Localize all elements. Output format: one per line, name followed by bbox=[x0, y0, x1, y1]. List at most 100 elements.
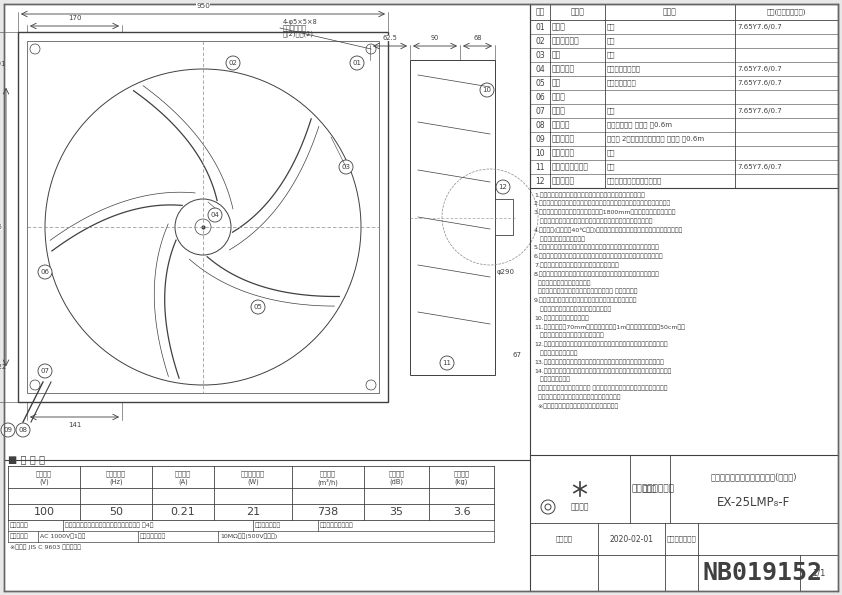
Text: 07: 07 bbox=[536, 107, 545, 115]
Text: 10: 10 bbox=[482, 87, 492, 93]
Text: (dB): (dB) bbox=[390, 479, 403, 486]
Text: 21: 21 bbox=[246, 507, 260, 517]
Text: 62.5: 62.5 bbox=[382, 35, 397, 41]
Text: 調色: 調色 bbox=[607, 24, 616, 30]
Text: 1.この製品は住宅の地本用です。業務用途には使用できません。: 1.この製品は住宅の地本用です。業務用途には使用できません。 bbox=[534, 192, 645, 198]
Text: 04: 04 bbox=[210, 212, 220, 218]
Text: 調色: 調色 bbox=[607, 52, 616, 58]
Circle shape bbox=[480, 83, 494, 97]
Text: パネル: パネル bbox=[552, 23, 566, 32]
Text: 羽根: 羽根 bbox=[552, 79, 562, 87]
Text: 質　　量: 質 量 bbox=[454, 471, 470, 477]
Circle shape bbox=[208, 208, 222, 222]
Text: 定格電流: 定格電流 bbox=[175, 471, 191, 477]
Text: 122: 122 bbox=[0, 364, 6, 370]
Text: ■ 特 性 表: ■ 特 性 表 bbox=[8, 454, 45, 464]
Text: 引きひも: 引きひも bbox=[552, 121, 571, 130]
Bar bbox=[18, 32, 388, 402]
Text: (W): (W) bbox=[247, 479, 258, 486]
Text: 100: 100 bbox=[34, 507, 55, 517]
Text: アルミパンチングフィルター: アルミパンチングフィルター bbox=[607, 178, 663, 184]
Text: 1/1: 1/1 bbox=[813, 568, 826, 578]
Circle shape bbox=[339, 160, 353, 174]
Text: 電動機形式: 電動機形式 bbox=[10, 522, 29, 528]
Text: ・外風でシャッターがばたつく。・換気しない。: ・外風でシャッターがばたつく。・換気しない。 bbox=[534, 394, 621, 400]
Text: 08: 08 bbox=[536, 121, 545, 130]
Text: 90: 90 bbox=[431, 35, 440, 41]
Text: みぞ付渗さく: みぞ付渗さく bbox=[283, 25, 307, 32]
Text: 風　　量: 風 量 bbox=[320, 471, 336, 477]
Circle shape bbox=[440, 356, 454, 370]
Text: 09: 09 bbox=[536, 134, 545, 143]
Text: 12.空気の流れが必要なため換気機の反対側に出入口・窓などがあるところに: 12.空気の流れが必要なため換気機の反対側に出入口・窓などがあるところに bbox=[534, 342, 668, 347]
Text: 06: 06 bbox=[40, 269, 50, 275]
Text: 3.この製品は屋内底付用です。湯面より1800mm以上のメンテナンス可能な: 3.この製品は屋内底付用です。湯面より1800mm以上のメンテナンス可能な bbox=[534, 209, 676, 215]
Text: 67: 67 bbox=[513, 352, 521, 358]
Text: AC 1000V　1分間: AC 1000V 1分間 bbox=[40, 534, 85, 539]
Text: ※仕様は場合により変更することがあります。: ※仕様は場合により変更することがあります。 bbox=[534, 403, 618, 409]
Text: 02: 02 bbox=[228, 60, 237, 66]
Text: 03: 03 bbox=[536, 51, 545, 60]
Text: 専用ウェザーカーバーをご使用ください。: 専用ウェザーカーバーをご使用ください。 bbox=[534, 306, 611, 312]
Text: シャッター形式: シャッター形式 bbox=[255, 522, 281, 528]
Circle shape bbox=[251, 300, 265, 314]
Text: 01: 01 bbox=[353, 60, 361, 66]
Circle shape bbox=[226, 56, 240, 70]
Text: 191: 191 bbox=[0, 61, 6, 67]
Text: (V): (V) bbox=[39, 479, 49, 486]
Text: 11: 11 bbox=[443, 360, 451, 366]
Text: シャッター: シャッター bbox=[552, 149, 575, 158]
Text: (kg): (kg) bbox=[455, 479, 468, 486]
Bar bbox=[27, 41, 379, 393]
Text: 4.高温多湿(室内温度40℃以上)になる場所や辐射熱の当たるおそれのある場所には: 4.高温多湿(室内温度40℃以上)になる場所や辐射熱の当たるおそれのある場所には bbox=[534, 227, 684, 233]
Text: 68: 68 bbox=[473, 35, 482, 41]
Text: 9.雨水の吹込みから等雨水が直接入ることがありますので、: 9.雨水の吹込みから等雨水が直接入ることがありますので、 bbox=[534, 298, 637, 303]
Text: 03: 03 bbox=[342, 164, 350, 170]
Text: 10.ダクト接続はできません。: 10.ダクト接続はできません。 bbox=[534, 315, 589, 321]
Text: 738: 738 bbox=[317, 507, 338, 517]
Text: ・零度地・塊酵地素・食品工場: ・零度地・塊酵地素・食品工場 bbox=[534, 280, 590, 286]
Text: 耶熱性 2素平座ビニルコード 有効長 約0.6m: 耶熱性 2素平座ビニルコード 有効長 約0.6m bbox=[607, 136, 704, 142]
Text: 09: 09 bbox=[3, 427, 13, 433]
Text: 7.配付の圖の插し入れ手順を尊守してください。: 7.配付の圖の插し入れ手順を尊守してください。 bbox=[534, 262, 619, 268]
Text: (A): (A) bbox=[179, 479, 188, 486]
Text: 形　名: 形 名 bbox=[643, 484, 657, 493]
Text: 35: 35 bbox=[390, 507, 403, 517]
Text: 14.外風の強い場所・高気密住宅屋根への設置には下記のような症状が発生する: 14.外風の強い場所・高気密住宅屋根への設置には下記のような症状が発生する bbox=[534, 368, 671, 374]
Text: 調色: 調色 bbox=[607, 164, 616, 170]
Text: 06: 06 bbox=[536, 92, 545, 102]
Text: 第三角法: 第三角法 bbox=[571, 503, 589, 512]
Circle shape bbox=[350, 56, 364, 70]
Text: 取り付けてください。: 取り付けてください。 bbox=[534, 350, 578, 356]
Text: 調色: 調色 bbox=[607, 108, 616, 114]
Text: 位置に取り付けてください。天井面には取り付けないでください。: 位置に取り付けてください。天井面には取り付けないでください。 bbox=[534, 218, 653, 224]
Text: 金属製クサリ 有効長 約0.6m: 金属製クサリ 有効長 約0.6m bbox=[607, 122, 672, 129]
Text: 5.浴室など湿気の多い場所や結露する場所には取り付けないでください。: 5.浴室など湿気の多い場所や結露する場所には取り付けないでください。 bbox=[534, 245, 660, 250]
Text: 11.天井・壁かゃ70mm以上、コンロから1m以上、ガス準機器僜50cm以上: 11.天井・壁かゃ70mm以上、コンロから1m以上、ガス準機器僜50cm以上 bbox=[534, 324, 685, 330]
Text: フィルター: フィルター bbox=[552, 177, 575, 186]
Bar bbox=[495, 199, 513, 235]
Text: うちわボルト: うちわボルト bbox=[552, 36, 580, 45]
Bar bbox=[410, 60, 495, 375]
Text: 7.65Y7.6/0.7: 7.65Y7.6/0.7 bbox=[737, 164, 781, 170]
Text: 三菱電機株式会社: 三菱電機株式会社 bbox=[632, 484, 675, 493]
Circle shape bbox=[38, 364, 52, 378]
Text: 07: 07 bbox=[40, 368, 50, 374]
Text: 01: 01 bbox=[536, 23, 545, 32]
Text: ・燃料・髪簯などのようにり有害ガスの江所 ・業務用压力: ・燃料・髪簯などのようにり有害ガスの江所 ・業務用压力 bbox=[534, 289, 637, 295]
Circle shape bbox=[38, 265, 52, 279]
Text: 7.65Y7.6/0.7: 7.65Y7.6/0.7 bbox=[737, 24, 781, 30]
Text: 7.65Y7.6/0.7: 7.65Y7.6/0.7 bbox=[737, 66, 781, 72]
Text: 色調(マンセル・近): 色調(マンセル・近) bbox=[767, 9, 807, 15]
Circle shape bbox=[496, 180, 510, 194]
Text: 170: 170 bbox=[67, 15, 81, 21]
Text: NB019152: NB019152 bbox=[703, 561, 823, 585]
Text: 調色: 調色 bbox=[607, 150, 616, 156]
Text: 13.カーテン・ひもなどが觸れるおそれのない場所に取り付けてください。: 13.カーテン・ひもなどが觸れるおそれのない場所に取り付けてください。 bbox=[534, 359, 663, 365]
Text: 場合があります。: 場合があります。 bbox=[534, 377, 570, 383]
Text: 全閉型コンデンサー永久分割単相誘導電動機 　4極: 全閉型コンデンサー永久分割単相誘導電動機 4極 bbox=[65, 522, 153, 528]
Text: 本体: 本体 bbox=[552, 51, 562, 60]
Text: 作成日付: 作成日付 bbox=[556, 536, 573, 542]
Text: 再生形フィルター付全金属製(連動式): 再生形フィルター付全金属製(連動式) bbox=[711, 472, 797, 481]
Text: 絶　縁　抗　抗: 絶 縁 抗 抗 bbox=[140, 534, 166, 539]
